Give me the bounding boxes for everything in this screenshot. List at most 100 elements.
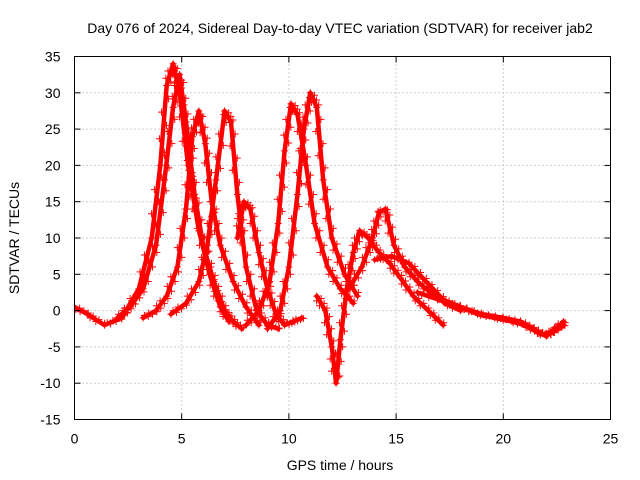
data-point	[123, 308, 131, 316]
data-point	[196, 281, 204, 289]
data-point	[140, 251, 148, 259]
data-point	[300, 125, 308, 133]
data-point	[203, 134, 211, 142]
data-point	[170, 82, 178, 90]
data-point	[293, 111, 301, 119]
data-point	[310, 91, 318, 99]
data-point	[285, 321, 293, 329]
data-point	[145, 309, 153, 317]
data-point	[198, 253, 206, 261]
data-point	[163, 282, 171, 290]
data-point	[216, 241, 224, 249]
data-point	[302, 161, 310, 169]
data-point	[86, 314, 94, 322]
data-point	[531, 327, 539, 335]
data-point	[247, 270, 255, 278]
y-tick-label: -15	[40, 412, 60, 428]
data-point	[155, 135, 163, 143]
data-point	[83, 310, 91, 318]
data-point	[499, 313, 507, 321]
data-point	[296, 316, 304, 324]
data-point	[144, 278, 152, 286]
data-point	[311, 219, 319, 227]
data-point	[373, 255, 381, 263]
data-point	[332, 379, 340, 387]
data-point	[320, 241, 328, 249]
data-point	[178, 253, 186, 261]
data-point	[136, 268, 144, 276]
data-point	[413, 272, 421, 280]
data-point	[288, 215, 296, 223]
data-point	[183, 157, 191, 165]
data-point	[434, 295, 442, 302]
data-point	[180, 79, 188, 87]
data-point	[414, 288, 422, 296]
data-point	[273, 249, 281, 257]
data-point	[234, 282, 242, 290]
data-point	[409, 292, 417, 300]
data-point	[482, 311, 490, 319]
data-point	[343, 310, 351, 318]
data-point	[201, 123, 209, 131]
data-point	[336, 336, 344, 344]
data-point	[502, 315, 510, 323]
data-point	[351, 270, 359, 278]
data-point	[461, 305, 469, 313]
data-point	[175, 113, 183, 121]
data-point	[222, 265, 230, 273]
data-point	[246, 219, 254, 227]
data-point	[215, 130, 223, 138]
data-point	[283, 159, 291, 167]
data-point	[325, 270, 333, 278]
data-point	[354, 288, 362, 296]
data-point	[266, 302, 274, 310]
data-point	[161, 176, 169, 184]
data-point	[416, 302, 424, 310]
data-point	[175, 86, 183, 94]
data-point	[257, 316, 265, 324]
data-point	[190, 144, 198, 152]
data-point	[326, 205, 334, 213]
data-point	[171, 115, 179, 123]
data-point	[236, 239, 244, 247]
data-point	[200, 159, 208, 167]
data-point	[316, 227, 324, 235]
data-point	[387, 258, 395, 266]
data-point	[285, 239, 293, 247]
data-point	[391, 255, 399, 263]
data-point	[425, 284, 433, 292]
data-point	[418, 291, 426, 299]
data-point	[216, 164, 224, 172]
data-point	[176, 224, 184, 232]
data-point	[379, 253, 387, 261]
data-point	[350, 281, 358, 289]
data-point	[396, 257, 404, 265]
data-point	[291, 318, 299, 326]
data-point	[181, 181, 189, 189]
data-point	[157, 304, 165, 312]
data-point	[165, 164, 173, 172]
data-point	[386, 211, 394, 219]
data-point	[191, 288, 199, 296]
series-track-6	[242, 100, 358, 329]
data-point	[255, 307, 263, 315]
data-point	[176, 71, 184, 79]
x-tick-label: 0	[71, 431, 79, 447]
data-point	[268, 289, 276, 297]
data-point	[265, 319, 273, 327]
data-point	[113, 314, 121, 322]
data-point	[312, 210, 320, 218]
data-point	[394, 267, 402, 275]
data-point	[342, 264, 349, 272]
data-point	[131, 300, 139, 308]
series-layer	[74, 60, 569, 387]
data-point	[554, 320, 562, 328]
data-point	[434, 287, 442, 295]
data-point	[119, 307, 127, 315]
data-point	[149, 263, 157, 271]
data-point	[188, 285, 196, 293]
data-point	[212, 153, 220, 161]
data-point	[188, 132, 196, 140]
data-point	[270, 268, 278, 276]
x-tick-label: 20	[496, 431, 512, 447]
